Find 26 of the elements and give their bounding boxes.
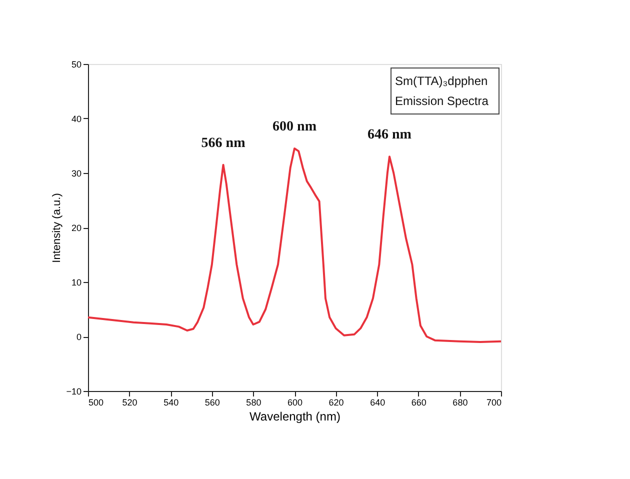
y-tick-label: 30 (71, 168, 82, 178)
line-series (87, 147, 502, 343)
annotation: 566 nm (201, 136, 246, 151)
y-axis-title: Intensity (a.u.) (51, 193, 64, 263)
y-tick-label: 10 (71, 278, 82, 288)
annotation: 600 nm (272, 119, 317, 134)
x-axis-title: Wavelength (nm) (250, 410, 340, 424)
x-tick-label: 580 (246, 398, 262, 408)
x-tick-label: 560 (204, 398, 220, 408)
y-tick-label: 0 (76, 332, 82, 342)
x-tick-label: 660 (411, 398, 426, 408)
annotation: 646 nm (368, 128, 412, 143)
y-tick-label: 20 (71, 223, 82, 233)
annotation: Sm(TTA)₃dpphen (395, 74, 488, 88)
x-tick-label: 700 (486, 398, 502, 408)
x-tick-label: 640 (370, 398, 386, 408)
x-tick-label: 620 (328, 398, 344, 408)
x-tick-label: 600 (287, 398, 303, 408)
x-tick-label: 500 (88, 398, 104, 408)
y-tick-label: 40 (71, 114, 82, 124)
y-tick-label: 50 (71, 60, 82, 70)
annotation: Emission Spectra (395, 94, 489, 108)
x-tick-label: 680 (452, 398, 468, 408)
x-tick-label: 520 (122, 398, 138, 408)
y-tick-label: −10 (66, 386, 82, 396)
x-tick-label: 540 (164, 398, 179, 408)
